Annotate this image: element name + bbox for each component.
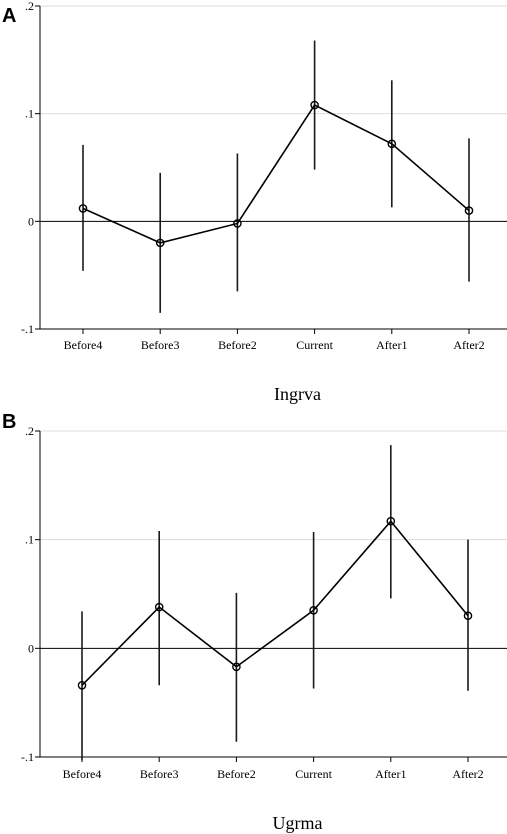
- panel-b-point-marker: [232, 662, 241, 672]
- panel-a-x-tick-label: After2: [453, 338, 484, 352]
- panel-a-y-tick-label: .1: [25, 107, 34, 121]
- panel-a-x-tick-label: After1: [376, 338, 407, 352]
- panel-b-point-marker: [386, 516, 396, 526]
- panel-a-x-tick-label: Before2: [218, 338, 257, 352]
- panel-a-point-marker: [387, 139, 397, 149]
- panel-a-y-tick-label: .2: [25, 0, 34, 13]
- panel-b-label: B: [2, 411, 16, 433]
- panel-a-point-marker: [155, 238, 165, 248]
- panel-a-chart: A -.1 0 .1 .2 Before4 Before3 Before2 Current Aft…: [2, 0, 507, 404]
- panel-b-x-tick-label: After2: [452, 767, 483, 781]
- panel-a-point-marker: [233, 219, 242, 228]
- panel-a-x-tick-label: Before3: [141, 338, 180, 352]
- panel-b-chart: B -.1 0 .1 .2 Before4 Before3 Before2 Current Aft…: [2, 411, 507, 833]
- panel-b-point-marker: [154, 602, 164, 612]
- panel-b-x-tick-label: Before4: [63, 767, 102, 781]
- panel-b-y-tick-label: 0: [28, 641, 34, 655]
- panel-b-series-line: [81, 519, 469, 686]
- panel-b-x-tick-label: Before3: [140, 767, 179, 781]
- panel-a-label: A: [2, 5, 16, 27]
- panel-a-x-tick-label: Current: [296, 338, 333, 352]
- panel-a-y-tick-label: -.1: [21, 322, 34, 336]
- panel-b-x-tick-label: Current: [295, 767, 332, 781]
- panel-a-point-marker: [310, 100, 319, 110]
- panel-b-y-tick-label: .1: [25, 533, 34, 547]
- panel-b-y-tick-label: .2: [25, 424, 34, 438]
- panel-b-x-axis-title: Ugrma: [273, 813, 323, 833]
- panel-b-x-tick-label: After1: [375, 767, 406, 781]
- panel-b-point-marker: [463, 611, 473, 621]
- panel-a-x-axis-title: Ingrva: [274, 384, 321, 404]
- panel-b-point-marker: [77, 680, 87, 690]
- panel-b-y-tick-label: -.1: [21, 750, 34, 764]
- panel-a-x-tick-label: Before4: [64, 338, 103, 352]
- panel-b-x-tick-label: Before2: [217, 767, 256, 781]
- panel-a-point-marker: [464, 206, 474, 215]
- panel-a-series-line: [82, 104, 470, 244]
- panel-b-point-marker: [309, 606, 318, 615]
- panel-a-point-marker: [78, 204, 88, 213]
- panel-a-y-tick-label: 0: [28, 214, 34, 228]
